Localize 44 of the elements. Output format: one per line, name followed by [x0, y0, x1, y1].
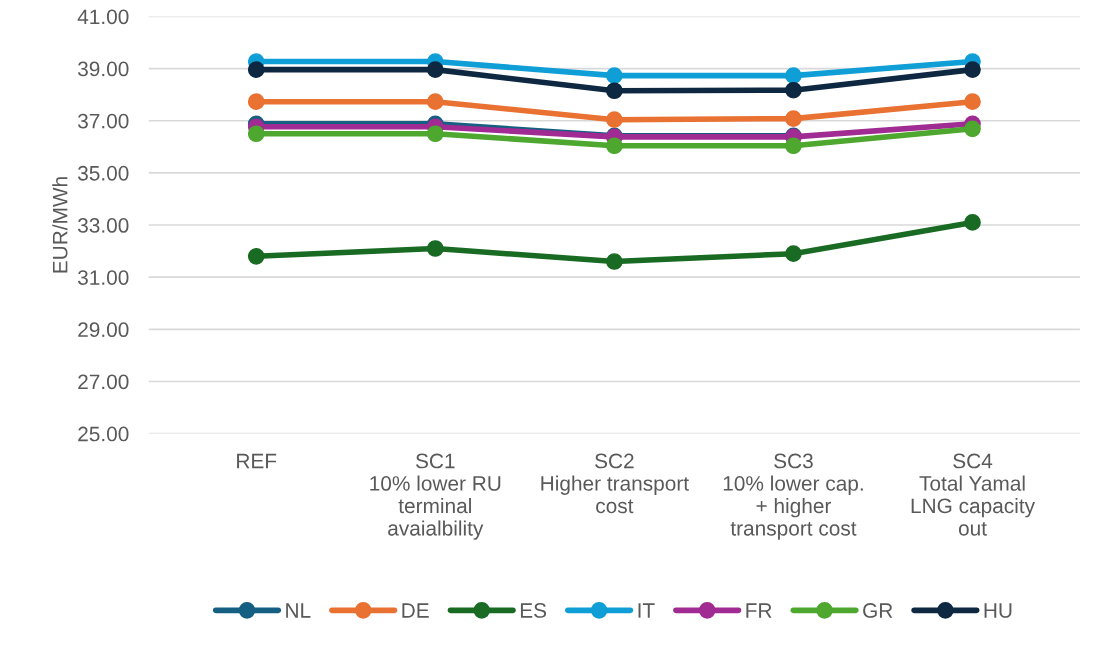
point	[964, 93, 981, 111]
y-tick-label: 31.00	[77, 270, 129, 285]
legend-label: ES	[520, 603, 547, 618]
legend-label: NL	[286, 603, 311, 618]
y-tick-label: 41.00	[77, 9, 129, 25]
point	[247, 61, 265, 78]
point	[785, 81, 802, 99]
y-tick-label: 37.00	[77, 113, 129, 129]
point	[785, 67, 802, 84]
point	[964, 120, 981, 138]
point	[785, 110, 802, 127]
y-axis-title: EUR/MWh	[52, 177, 68, 273]
x-tick-label: SC3 10% lower cap. + higher transport cost	[723, 453, 863, 540]
point	[426, 125, 444, 143]
y-tick-label: 39.00	[77, 61, 129, 77]
point	[247, 125, 265, 143]
point	[606, 137, 623, 155]
y-tick-label: 25.00	[78, 426, 129, 442]
point	[606, 82, 623, 100]
x-tick-label: REF	[237, 453, 277, 469]
y-tick-label: 35.00	[77, 165, 129, 181]
point	[606, 111, 623, 129]
legend-label: FR	[746, 603, 772, 618]
point	[247, 247, 265, 265]
point	[964, 61, 981, 78]
x-tick-label: SC2 Higher transport cost	[541, 453, 689, 514]
legend-label: DE	[402, 603, 429, 618]
point	[426, 240, 444, 257]
x-tick-label: SC1 10% lower RU terminal avaialbility	[370, 453, 501, 540]
point	[426, 61, 444, 78]
y-tick-label: 33.00	[77, 218, 129, 233]
legend-label: IT	[638, 603, 655, 618]
point	[426, 93, 444, 111]
y-tick-label: 27.00	[78, 374, 129, 390]
point	[606, 253, 623, 270]
legend-label: HU	[984, 603, 1012, 618]
point	[606, 67, 623, 84]
point	[785, 137, 802, 155]
point	[247, 93, 265, 111]
point	[785, 245, 802, 263]
x-tick-label: SC4 Total Yamal LNG capacity out	[911, 453, 1035, 536]
point	[964, 214, 981, 231]
y-tick-label: 29.00	[78, 322, 129, 338]
legend-label: GR	[863, 603, 893, 618]
